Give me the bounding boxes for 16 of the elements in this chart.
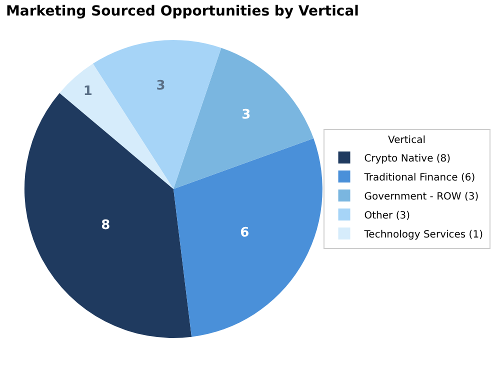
legend-label: Other (3)	[364, 210, 410, 222]
legend-label: Traditional Finance (6)	[363, 172, 476, 184]
data-label: 3	[156, 78, 166, 94]
data-label: 8	[101, 218, 110, 234]
legend-label: Technology Services (1)	[363, 229, 484, 240]
data-label: 3	[242, 107, 251, 122]
legend-label: Crypto Native (8)	[364, 153, 451, 164]
data-label: 1	[83, 84, 92, 100]
data-label: 6	[240, 225, 250, 240]
pie-slice	[173, 138, 322, 337]
legend-label: Government - ROW (3)	[364, 191, 479, 202]
pie-slice	[92, 40, 222, 189]
chart-title: Marketing Sourced Opportunities by Vertical	[6, 3, 359, 20]
pie-slice	[173, 48, 314, 189]
legend-title: Vertical	[388, 135, 426, 146]
pie-slice	[60, 64, 174, 189]
